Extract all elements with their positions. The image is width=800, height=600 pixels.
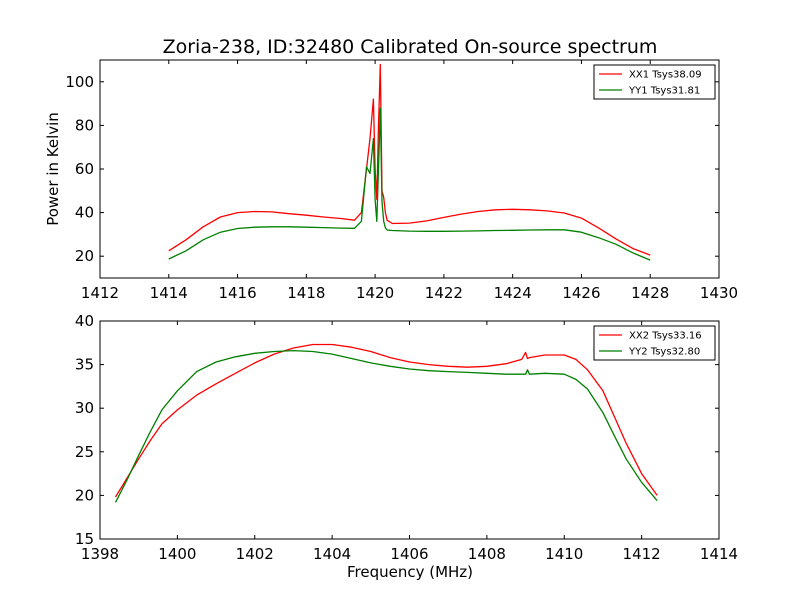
y-tick-label: 35 — [75, 356, 94, 374]
top-spectrum-panel: 1412 1414 1416 1418 1420 1422 1424 1426 1428 1430… — [65, 59, 738, 302]
x-tick-label: 1430 — [700, 284, 738, 302]
series-line-xx — [168, 63, 651, 256]
y-tick-label: 80 — [75, 116, 94, 134]
x-tick-label: 1412 — [623, 545, 661, 563]
x-tick-label: 1422 — [425, 284, 463, 302]
x-tick-label: 1426 — [562, 284, 600, 302]
y-tick-label: 20 — [75, 486, 94, 504]
legend-label: YY2 Tsys32.80 — [628, 347, 700, 358]
legend: XX1 Tsys38.09 YY1 Tsys31.81 — [593, 64, 716, 100]
legend-label: XX1 Tsys38.09 — [629, 70, 702, 81]
y-tick-label: 15 — [75, 530, 94, 548]
legend-label: XX2 Tsys33.16 — [629, 331, 702, 342]
x-tick-label: 1404 — [313, 545, 351, 563]
series-line-xx — [114, 343, 658, 498]
x-tick-label: 1400 — [158, 545, 196, 563]
x-tick-label: 1414 — [150, 284, 188, 302]
y-tick-label: 60 — [75, 160, 94, 178]
x-tick-label: 1402 — [236, 545, 274, 563]
legend: XX2 Tsys33.16 YY2 Tsys32.80 — [593, 325, 716, 361]
y-tick-label: 40 — [75, 312, 94, 330]
x-tick-label: 1406 — [390, 545, 428, 563]
legend-box — [593, 325, 716, 361]
series-line-yy — [168, 107, 651, 261]
x-tick-label: 1428 — [631, 284, 669, 302]
x-tick-label: 1408 — [468, 545, 506, 563]
x-tick-label: 1412 — [81, 284, 119, 302]
x-axis-label: Frequency (MHz) — [347, 563, 473, 581]
chart-title: Zoria-238, ID:32480 Calibrated On-source… — [163, 36, 658, 58]
y-tick-label: 100 — [65, 73, 94, 91]
y-tick-label: 30 — [75, 399, 94, 417]
y-tick-label: 40 — [75, 204, 94, 222]
y-axis-label: Power in Kelvin — [44, 112, 62, 226]
x-tick-label: 1418 — [287, 284, 325, 302]
y-tick-label: 25 — [75, 443, 94, 461]
x-tick-label: 1420 — [356, 284, 394, 302]
x-tick-label: 1410 — [545, 545, 583, 563]
x-tick-label: 1414 — [700, 545, 738, 563]
legend-label: YY1 Tsys31.81 — [628, 86, 700, 97]
y-tick-label: 20 — [75, 247, 94, 265]
x-tick-label: 1398 — [81, 545, 119, 563]
x-tick-label: 1424 — [494, 284, 532, 302]
legend-box — [593, 64, 716, 100]
bottom-spectrum-panel: 1398 1400 1402 1404 1406 1408 1410 1412 1414 15 20… — [75, 312, 738, 563]
series-line-yy — [114, 349, 658, 503]
x-tick-label: 1416 — [218, 284, 256, 302]
